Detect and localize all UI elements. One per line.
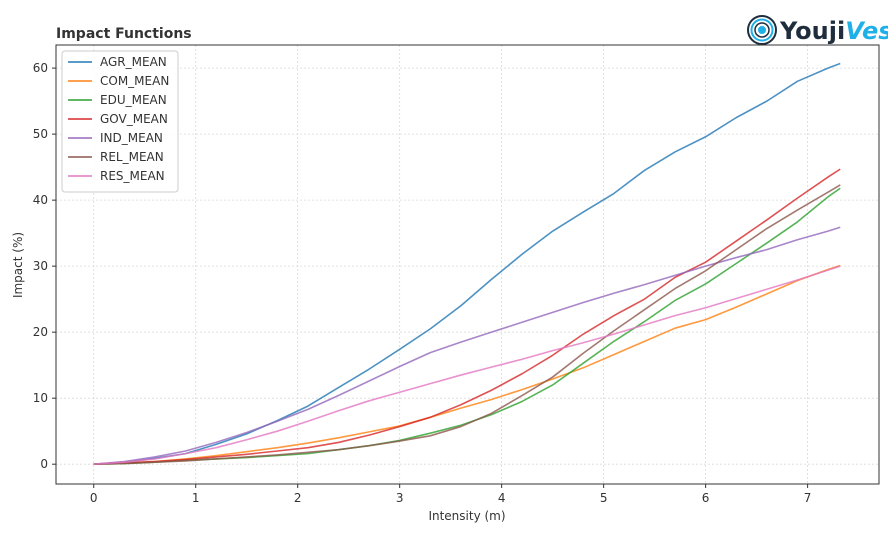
logo-wordmark-part2: Vest (845, 17, 888, 45)
x-tick-label: 2 (294, 491, 302, 505)
y-tick-label: 60 (33, 61, 48, 75)
x-tick-label: 7 (804, 491, 812, 505)
series-lines (93, 62, 841, 465)
y-tick-label: 40 (33, 193, 48, 207)
legend-label-ind-mean: IND_MEAN (100, 131, 163, 145)
x-tick-label: 1 (192, 491, 200, 505)
x-axis-label: Intensity (m) (428, 509, 505, 523)
legend-label-rel-mean: REL_MEAN (100, 150, 164, 164)
x-axis-ticks: 0 1 2 3 4 5 6 7 (90, 484, 812, 505)
series-line-rel-mean (93, 184, 841, 465)
legend-label-edu-mean: EDU_MEAN (100, 93, 167, 107)
series-line-res-mean (93, 265, 841, 465)
x-tick-label: 6 (702, 491, 710, 505)
legend-label-com-mean: COM_MEAN (100, 74, 169, 88)
series-line-gov-mean (93, 168, 841, 465)
logo: YoujiVest (747, 15, 888, 45)
series-line-edu-mean (93, 187, 841, 465)
series-line-agr-mean (93, 62, 841, 465)
y-tick-label: 20 (33, 325, 48, 339)
x-tick-label: 0 (90, 491, 98, 505)
y-axis-ticks: 0 10 20 30 40 50 60 (33, 61, 56, 471)
legend-label-res-mean: RES_MEAN (100, 169, 165, 183)
y-tick-label: 30 (33, 259, 48, 273)
logo-wordmark-part1: Youji (779, 17, 845, 45)
logo-wordmark: YoujiVest (779, 17, 888, 45)
y-tick-label: 50 (33, 127, 48, 141)
y-tick-label: 0 (40, 457, 48, 471)
y-axis-label: Impact (%) (11, 232, 25, 298)
plot-frame (55, 44, 880, 485)
grid (56, 45, 879, 484)
legend-label-gov-mean: GOV_MEAN (100, 112, 168, 126)
legend-label-agr-mean: AGR_MEAN (100, 55, 167, 69)
x-tick-label: 4 (498, 491, 506, 505)
series-line-ind-mean (93, 226, 841, 465)
y-tick-label: 10 (33, 391, 48, 405)
x-tick-label: 5 (600, 491, 608, 505)
logo-ring-icon (747, 15, 777, 45)
series-line-com-mean (93, 264, 841, 465)
x-tick-label: 3 (396, 491, 404, 505)
legend: AGR_MEAN COM_MEAN EDU_MEAN GOV_MEAN IND_MEAN… (61, 50, 179, 193)
chart-title: Impact Functions (56, 26, 192, 42)
